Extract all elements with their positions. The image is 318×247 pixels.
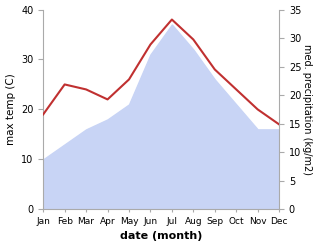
Y-axis label: med. precipitation (kg/m2): med. precipitation (kg/m2) bbox=[302, 44, 313, 175]
Y-axis label: max temp (C): max temp (C) bbox=[5, 74, 16, 145]
X-axis label: date (month): date (month) bbox=[120, 231, 202, 242]
